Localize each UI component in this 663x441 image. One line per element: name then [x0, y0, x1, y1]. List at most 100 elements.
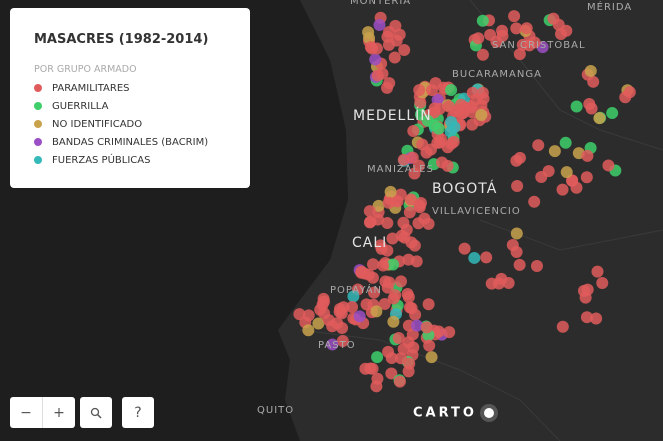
zoom-out[interactable]: − — [10, 397, 43, 428]
event-dot[interactable] — [400, 223, 413, 236]
event-dot[interactable] — [336, 334, 349, 347]
event-dot[interactable] — [472, 32, 485, 45]
event-dot[interactable] — [433, 136, 446, 149]
event-dot[interactable] — [445, 83, 458, 96]
event-dot[interactable] — [408, 167, 421, 180]
event-dot[interactable] — [506, 238, 519, 251]
event-dot[interactable] — [405, 236, 418, 249]
event-dot[interactable] — [495, 272, 508, 285]
event-dot[interactable] — [476, 86, 489, 99]
event-dot[interactable] — [584, 64, 597, 77]
event-dot[interactable] — [371, 69, 384, 82]
event-dot[interactable] — [371, 351, 384, 364]
event-dot[interactable] — [559, 136, 572, 149]
event-dot[interactable] — [443, 326, 456, 339]
event-dot[interactable] — [412, 217, 425, 230]
event-dot[interactable] — [293, 308, 306, 321]
event-dot[interactable] — [554, 28, 567, 41]
event-dot[interactable] — [566, 174, 579, 187]
event-dot[interactable] — [353, 310, 366, 323]
event-dot[interactable] — [433, 102, 446, 115]
event-dot[interactable] — [590, 312, 603, 325]
event-dot[interactable] — [360, 298, 373, 311]
event-dot[interactable] — [363, 205, 376, 218]
event-dot[interactable] — [394, 275, 407, 288]
event-dot[interactable] — [475, 109, 488, 122]
event-dot[interactable] — [530, 260, 543, 273]
event-dot[interactable] — [570, 100, 583, 113]
event-dot[interactable] — [385, 352, 398, 365]
event-dot[interactable] — [363, 31, 376, 44]
event-dot[interactable] — [596, 276, 609, 289]
event-dot[interactable] — [387, 292, 400, 305]
event-dot[interactable] — [416, 138, 429, 151]
event-dot[interactable] — [302, 324, 315, 337]
event-dot[interactable] — [367, 258, 380, 271]
event-dot[interactable] — [363, 216, 376, 229]
event-dot[interactable] — [548, 145, 561, 158]
event-dot[interactable] — [381, 217, 394, 230]
event-dot[interactable] — [397, 153, 410, 166]
event-dot[interactable] — [335, 307, 348, 320]
event-dot[interactable] — [407, 125, 420, 138]
event-dot[interactable] — [484, 28, 497, 41]
event-dot[interactable] — [585, 102, 598, 115]
event-dot[interactable] — [385, 367, 398, 380]
event-dot[interactable] — [326, 338, 339, 351]
event-dot[interactable] — [364, 41, 377, 54]
event-dot[interactable] — [372, 199, 385, 212]
event-dot[interactable] — [513, 258, 526, 271]
event-dot[interactable] — [378, 297, 391, 310]
event-dot[interactable] — [591, 265, 604, 278]
event-dot[interactable] — [302, 309, 315, 322]
event-dot[interactable] — [508, 10, 521, 23]
event-dot[interactable] — [425, 84, 438, 97]
event-dot[interactable] — [312, 317, 325, 330]
event-dot[interactable] — [435, 156, 448, 169]
event-dot[interactable] — [411, 319, 424, 332]
event-dot[interactable] — [370, 305, 383, 318]
event-dot[interactable] — [520, 22, 533, 35]
event-dot[interactable] — [413, 84, 426, 97]
event-dot[interactable] — [444, 125, 457, 138]
help[interactable]: ? — [134, 404, 142, 421]
event-dot[interactable] — [422, 298, 435, 311]
zoom-in[interactable]: + — [53, 404, 65, 421]
event-dot[interactable] — [347, 290, 360, 303]
event-dot[interactable] — [384, 185, 397, 198]
event-dot[interactable] — [381, 81, 394, 94]
event-dot[interactable] — [454, 98, 467, 111]
event-dot[interactable] — [368, 286, 381, 299]
event-dot[interactable] — [373, 18, 386, 31]
event-dot[interactable] — [510, 22, 523, 35]
event-dot[interactable] — [388, 51, 401, 64]
event-dot[interactable] — [445, 137, 458, 150]
search-button[interactable] — [80, 397, 112, 428]
event-dot[interactable] — [366, 362, 379, 375]
event-dot[interactable] — [382, 196, 395, 209]
event-dot[interactable] — [370, 380, 383, 393]
event-dot[interactable] — [581, 149, 594, 162]
event-dot[interactable] — [542, 165, 555, 178]
event-dot[interactable] — [442, 100, 455, 113]
event-dot[interactable] — [389, 19, 402, 32]
event-dot[interactable] — [336, 322, 349, 335]
event-dot[interactable] — [480, 251, 493, 264]
event-dot[interactable] — [593, 112, 606, 125]
event-dot[interactable] — [407, 341, 420, 354]
event-dot[interactable] — [394, 352, 407, 365]
event-dot[interactable] — [414, 96, 427, 109]
event-dot[interactable] — [547, 12, 560, 25]
event-dot[interactable] — [387, 258, 400, 271]
event-dot[interactable] — [579, 291, 592, 304]
event-dot[interactable] — [580, 311, 593, 324]
event-dot[interactable] — [355, 266, 368, 279]
event-dot[interactable] — [403, 206, 416, 219]
event-dot[interactable] — [528, 195, 541, 208]
event-dot[interactable] — [346, 300, 359, 313]
event-dot[interactable] — [513, 151, 526, 164]
event-dot[interactable] — [393, 375, 406, 388]
event-dot[interactable] — [468, 251, 481, 264]
event-dot[interactable] — [458, 242, 471, 255]
